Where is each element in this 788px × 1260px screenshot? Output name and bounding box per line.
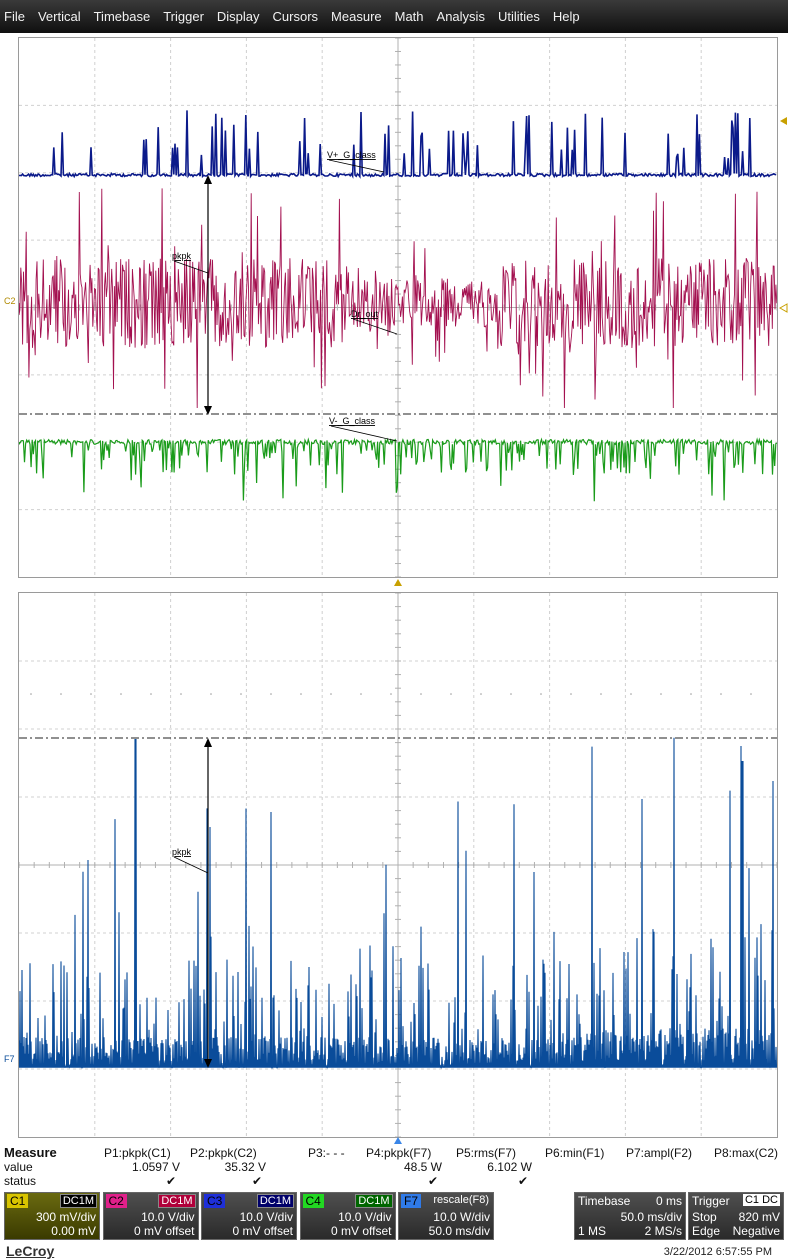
lower-grid[interactable]: pkpk	[18, 592, 778, 1138]
trace-tag-f7[interactable]: F7	[4, 1054, 15, 1064]
menu-help[interactable]: Help	[552, 9, 580, 24]
trace-label-c4: V-_G_class	[329, 416, 376, 426]
channel-coupling-c3: DC1M	[256, 1194, 294, 1208]
trace-tag-c2[interactable]: C2	[4, 296, 16, 306]
timebase-points: 1 MS	[578, 1224, 607, 1238]
param-name-p2[interactable]: P2:pkpk(C2)	[190, 1146, 257, 1160]
channel-scale-c4: 10.0 V/div	[338, 1210, 392, 1224]
lecroy-logo: LeCroy	[6, 1243, 55, 1259]
menu-file[interactable]: File	[4, 9, 25, 24]
channel-offset-c2: 0 mV offset	[134, 1224, 195, 1238]
trace-c2	[19, 188, 777, 409]
channel-box-c3[interactable]: C3 DC1M 10.0 V/div 0 mV offset	[201, 1192, 297, 1240]
param-name-p7[interactable]: P7:ampl(F2)	[626, 1146, 693, 1160]
graticule	[19, 38, 777, 577]
measure-header: Measure	[4, 1145, 57, 1160]
param-status-p2: ✔	[252, 1174, 263, 1188]
channel-offset-c3: 0 mV offset	[232, 1224, 293, 1238]
channel-box-c4[interactable]: C4 DC1M 10.0 V/div 0 mV offset	[299, 1192, 396, 1240]
f7-pkpk-arrow-up-icon	[204, 738, 212, 747]
timebase-div: 50.0 ms/div	[620, 1210, 682, 1224]
trigger-mode: Stop	[692, 1210, 717, 1224]
channel-offset-c4: 0 mV offset	[331, 1224, 392, 1238]
param-name-p4[interactable]: P4:pkpk(F7)	[366, 1146, 432, 1160]
channel-box-f7[interactable]: F7 rescale(F8) 10.0 W/div 50.0 ms/div	[398, 1192, 494, 1240]
channel-tag-c3: C3	[204, 1194, 226, 1208]
value-row-label: value	[4, 1160, 33, 1174]
channel-tag-c4: C4	[302, 1194, 324, 1208]
channel-coupling-c1: DC1M	[59, 1194, 97, 1208]
channel-offset-f7: 50.0 ms/div	[428, 1224, 490, 1238]
trigger-level-marker-icon[interactable]	[778, 116, 788, 126]
channel-descriptor-row: C1 DC1M 300 mV/div 0.00 mV C2 DC1M 10.0 V/div 0…	[0, 1192, 788, 1242]
f7-pkpk-arrow-down-icon	[204, 1059, 212, 1068]
pkpk-label-bottom: pkpk	[172, 847, 192, 857]
trace-label-c1: V+_G_class	[327, 150, 376, 160]
pkpk-label-top: pkpk	[172, 251, 192, 261]
channel-tag-f7: F7	[401, 1194, 422, 1208]
channel-scale-c3: 10.0 V/div	[239, 1210, 293, 1224]
trigger-type: Edge	[692, 1224, 721, 1238]
trace-c1	[19, 110, 777, 180]
trigger-box[interactable]: Trigger C1 DC Stop 820 mV Edge Negative	[688, 1192, 784, 1240]
trace-c4	[19, 437, 777, 502]
menu-vertical[interactable]: Vertical	[37, 9, 81, 24]
param-status-p4: ✔	[428, 1174, 439, 1188]
param-name-p3[interactable]: P3:- - -	[308, 1146, 345, 1160]
timebase-rate: 2 MS/s	[644, 1224, 682, 1238]
param-status-p1: ✔	[166, 1174, 177, 1188]
menu-timebase[interactable]: Timebase	[93, 9, 151, 24]
param-value-p1: 1.0597 V	[131, 1160, 180, 1174]
timebase-box[interactable]: Timebase 0 ms 50.0 ms/div 1 MS 2 MS/s	[574, 1192, 686, 1240]
param-value-p2: 35.32 V	[224, 1160, 266, 1174]
trigger-source: C1	[742, 1194, 761, 1206]
channel-scale-c1: 300 mV/div	[35, 1210, 96, 1224]
c2-level-marker-icon[interactable]	[778, 303, 788, 313]
channel-coupling-c4: DC1M	[355, 1194, 393, 1208]
menu-cursors[interactable]: Cursors	[272, 9, 319, 24]
channel-scale-c2: 10.0 V/div	[141, 1210, 195, 1224]
menu-measure[interactable]: Measure	[331, 9, 382, 24]
status-row-label: status	[4, 1174, 37, 1188]
param-value-p5: 6.102 W	[487, 1160, 532, 1174]
menu-display[interactable]: Display	[216, 9, 260, 24]
channel-tag-c1: C1	[7, 1194, 29, 1208]
param-name-p8[interactable]: P8:max(C2)	[714, 1146, 779, 1160]
param-status-p5: ✔	[518, 1174, 529, 1188]
timebase-delay: 0 ms	[655, 1194, 682, 1208]
param-name-p5[interactable]: P5:rms(F7)	[456, 1146, 516, 1160]
channel-offset-c1: 0.00 mV	[51, 1224, 96, 1238]
lower-waveform-display: pkpk	[19, 593, 777, 1137]
channel-coupling-c2: DC1M	[158, 1194, 196, 1208]
param-name-p1[interactable]: P1:pkpk(C1)	[104, 1146, 171, 1160]
param-name-p6[interactable]: P6:min(F1)	[545, 1146, 605, 1160]
trigger-position-marker-lower-icon[interactable]	[393, 1136, 403, 1145]
timebase-title: Timebase	[578, 1194, 631, 1208]
datetime-stamp: 3/22/2012 6:57:55 PM	[663, 1246, 772, 1258]
pkpk-arrow-up-icon	[204, 175, 212, 184]
trigger-title: Trigger	[692, 1194, 730, 1208]
pkpk-arrow-down-icon	[204, 406, 212, 415]
menu-math[interactable]: Math	[394, 9, 424, 24]
channel-coupling-f7: rescale(F8)	[433, 1194, 489, 1206]
trace-label-c2: Dr_out	[351, 309, 379, 319]
trigger-coupling: DC	[760, 1194, 780, 1206]
channel-box-c2[interactable]: C2 DC1M 10.0 V/div 0 mV offset	[102, 1192, 199, 1240]
menu-trigger[interactable]: Trigger	[163, 9, 204, 24]
param-value-p4: 48.5 W	[403, 1160, 442, 1174]
menu-analysis[interactable]: Analysis	[436, 9, 485, 24]
trigger-slope: Negative	[732, 1224, 780, 1238]
menu-bar: File Vertical Timebase Trigger Display Cursor…	[0, 0, 788, 33]
channel-scale-f7: 10.0 W/div	[433, 1210, 490, 1224]
trigger-level: 820 mV	[738, 1210, 780, 1224]
channel-tag-c2: C2	[105, 1194, 127, 1208]
channel-box-c1[interactable]: C1 DC1M 300 mV/div 0.00 mV	[4, 1192, 100, 1240]
trigger-position-marker-icon[interactable]	[393, 578, 403, 587]
measure-table: Measure value status P1:pkpk(C1) 1.0597 V…	[0, 1144, 788, 1192]
menu-utilities[interactable]: Utilities	[497, 9, 540, 24]
